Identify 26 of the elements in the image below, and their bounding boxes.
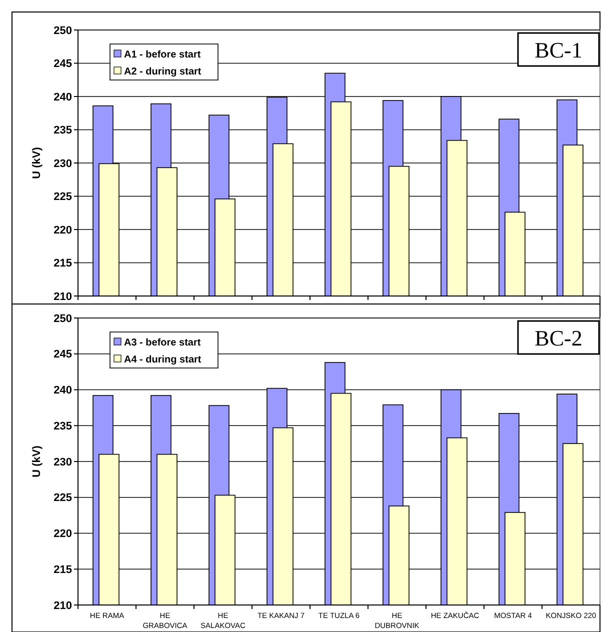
y-tick-label: 225	[54, 492, 72, 504]
legend-label: A4 - during start	[124, 354, 202, 366]
y-tick-label: 215	[54, 564, 72, 576]
legend-label: A3 - before start	[124, 338, 202, 348]
y-tick-label: 235	[54, 420, 72, 432]
y-axis-title: U (kV)	[31, 445, 43, 478]
y-tick-label: 230	[54, 456, 72, 468]
y-tick-label: 240	[54, 91, 72, 104]
y-tick-label: 250	[54, 24, 72, 37]
annotation: BC-2	[534, 326, 582, 351]
y-tick-label: 250	[54, 312, 72, 325]
legend-label: A1 - before start	[124, 50, 202, 60]
y-tick-label: 220	[54, 224, 72, 236]
legend-label: A2 - during start	[124, 66, 202, 78]
y-tick-label: 245	[54, 348, 72, 361]
y-tick-label: 240	[54, 384, 72, 397]
y-tick-label: 230	[54, 158, 72, 170]
y-tick-label: 245	[54, 58, 72, 70]
annotation: BC-1	[534, 38, 582, 63]
y-tick-label: 220	[54, 528, 72, 540]
y-tick-label: 215	[54, 258, 72, 270]
y-tick-label: 235	[54, 124, 72, 137]
y-tick-label: 210	[54, 290, 72, 303]
y-axis-title: U (kV)	[31, 146, 43, 179]
y-tick-label: 225	[54, 191, 72, 204]
y-tick-label: 210	[54, 600, 72, 612]
